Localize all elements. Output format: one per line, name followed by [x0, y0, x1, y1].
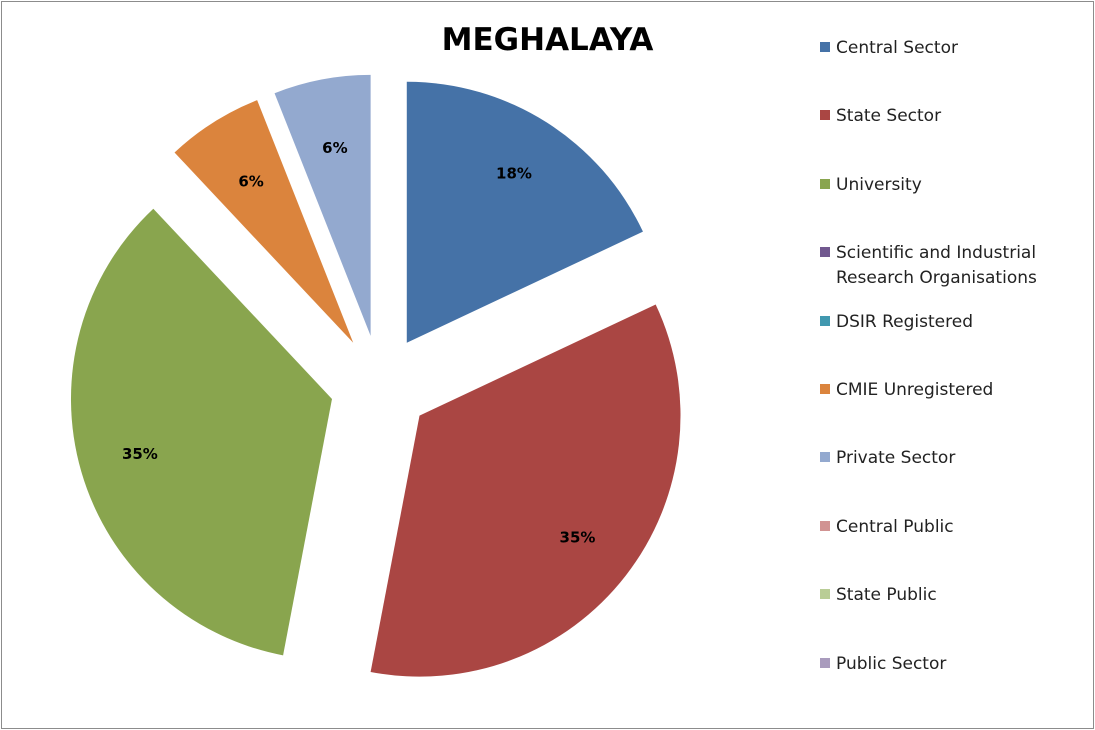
data-label: 6% [238, 172, 263, 190]
legend-label: DSIR Registered [836, 311, 973, 332]
legend-swatch [820, 315, 830, 326]
legend-swatch [820, 42, 830, 52]
legend-label: Central Public [836, 516, 954, 537]
legend-label: Private Sector [836, 448, 956, 469]
legend-label: University [836, 174, 922, 195]
legend-item: University [820, 173, 1066, 198]
chart-title: MEGHALAYA [441, 22, 654, 58]
legend-swatch [820, 178, 830, 189]
legend-item: Scientific and Industrial Research Organ… [820, 241, 1066, 291]
legend-label: Public Sector [836, 653, 947, 674]
legend-item: Private Sector [820, 446, 1066, 471]
legend-label: Central Sector [836, 38, 958, 58]
legend-swatch [820, 589, 830, 600]
legend-item: Central Public [820, 515, 1066, 540]
legend-item: CMIE Unregistered [820, 378, 1066, 403]
data-label: 35% [560, 529, 596, 547]
pie-slice-private-sector [274, 74, 371, 336]
legend-label: State Sector [836, 106, 942, 127]
legend-label: State Public [836, 585, 937, 606]
pie-slice-cmie-unregistered [174, 100, 354, 343]
legend-swatch [820, 247, 830, 258]
legend-swatch [820, 520, 830, 531]
data-label: 18% [496, 164, 532, 182]
legend-label: Scientific and Industrial Research Organ… [836, 243, 1037, 289]
legend-swatch [820, 452, 830, 463]
data-label: 6% [322, 139, 347, 157]
legend-item: Public Sector [820, 652, 1066, 677]
legend-swatch [820, 384, 830, 394]
legend-label: CMIE Unregistered [836, 380, 994, 400]
pie-slice-university [70, 208, 332, 656]
legend-item: State Public [820, 583, 1066, 608]
pie-slice-central-sector [406, 81, 643, 343]
legend-swatch [820, 657, 830, 668]
pie-slice-state-sector [370, 304, 681, 677]
legend-item: Central Sector [820, 36, 1066, 61]
legend-swatch [820, 110, 830, 121]
legend-item: State Sector [820, 104, 1066, 129]
data-label: 35% [122, 445, 158, 463]
legend-item: DSIR Registered [820, 310, 1066, 335]
